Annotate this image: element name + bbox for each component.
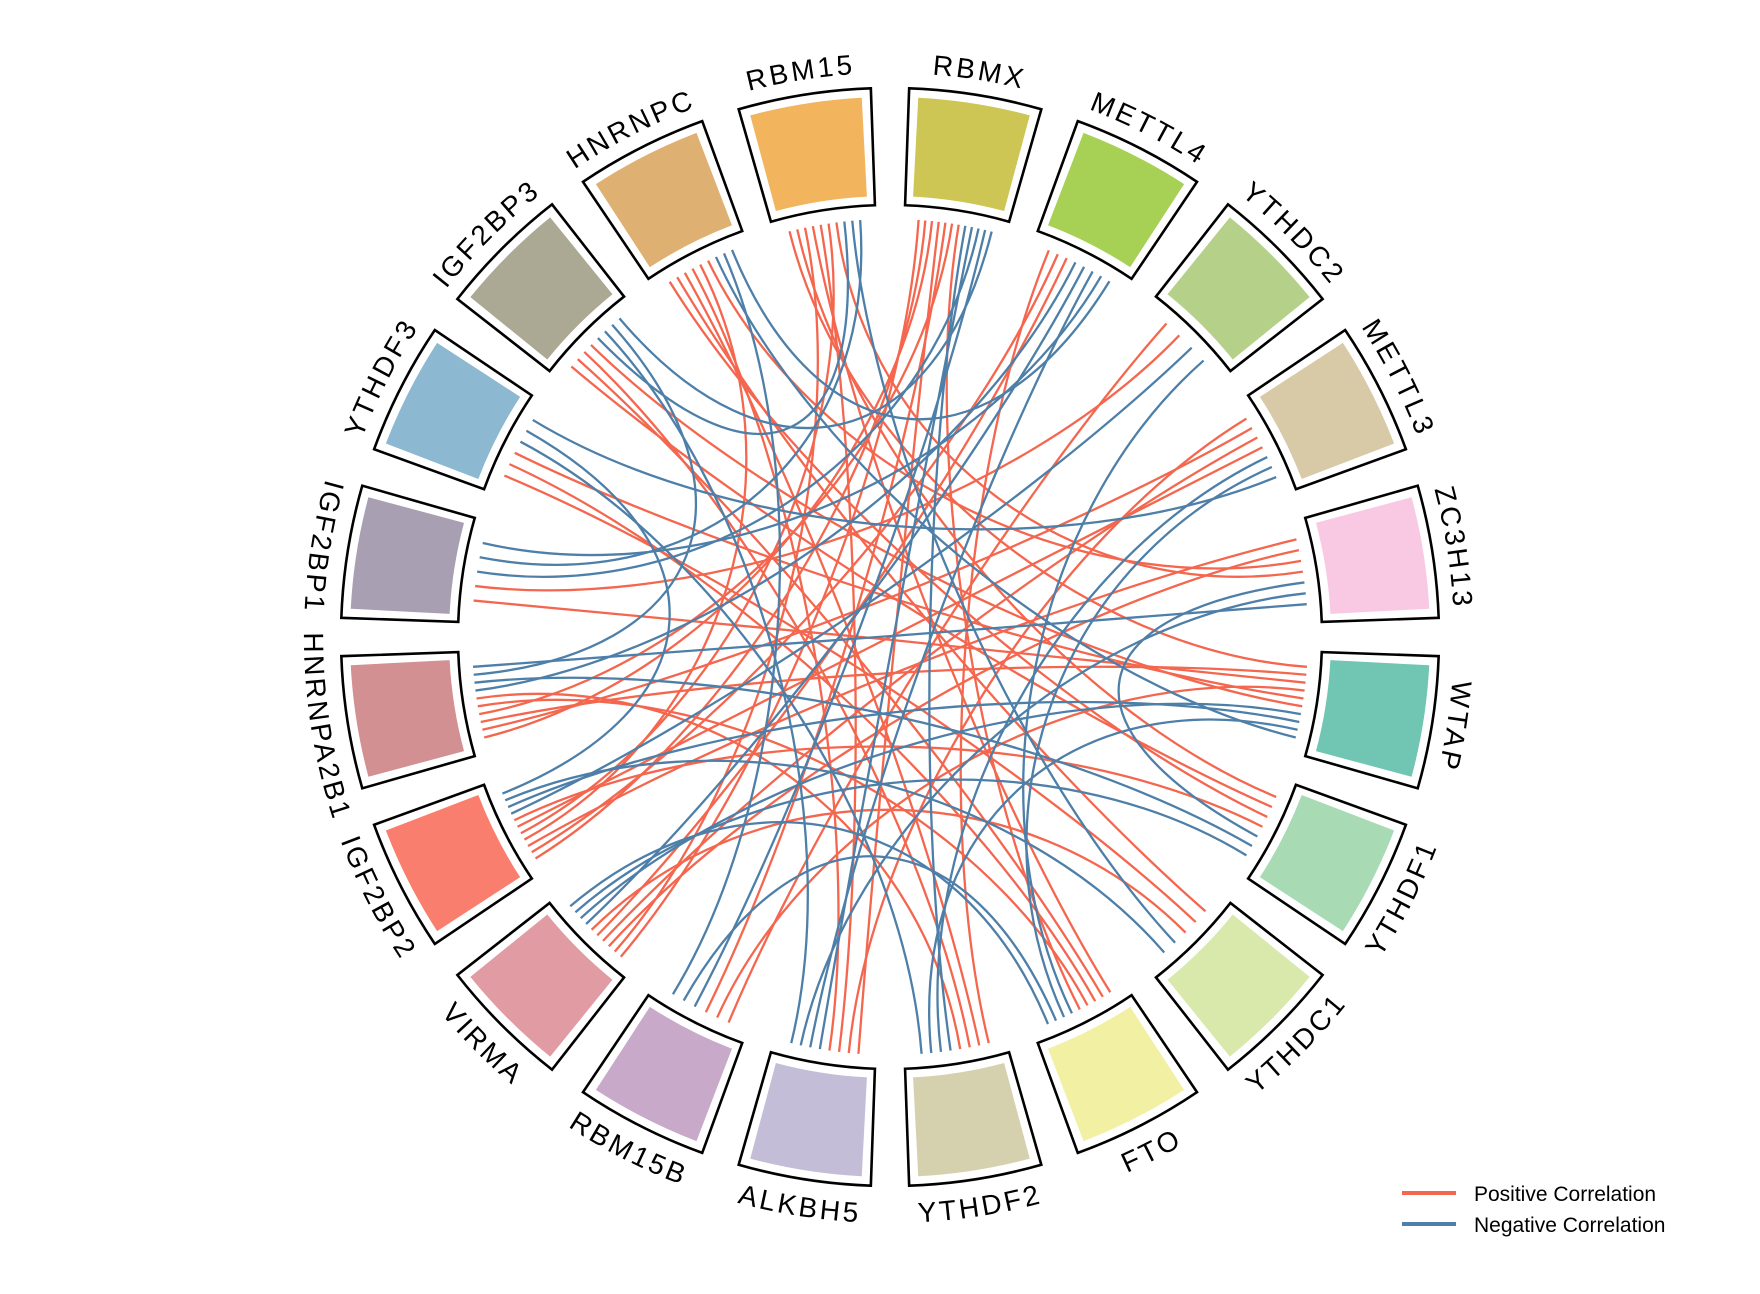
chord-link-WTAP-RBM15B-pos — [716, 685, 1305, 1019]
chord-link-FTO-RBM15B-neg — [682, 855, 1058, 1022]
gene-sector-fill-RBM15B — [595, 1006, 732, 1142]
gene-sector-fill-YTHDF1 — [1259, 795, 1395, 932]
chord-link-RBM15-FTO-pos — [811, 225, 1112, 993]
chord-link-IGF2BP2-YTHDF3-neg — [502, 429, 671, 795]
chord-link-RBM15-WTAP-pos — [788, 230, 1308, 668]
chord-link-IGF2BP2-RBM15-pos — [520, 223, 835, 835]
gene-sector-fill-METTL4 — [1048, 132, 1185, 268]
gene-sector-fill-YTHDC2 — [1167, 217, 1310, 360]
chord-link-WTAP-IGF2BP1-pos — [473, 599, 1306, 684]
legend-positive-label: Positive Correlation — [1474, 1183, 1656, 1206]
gene-sector-fill-RBM15 — [750, 97, 867, 212]
chord-link-METTL4-IGF2BP2-pos — [531, 253, 1059, 854]
chord-link-IGF2BP1-RBM15-neg — [479, 219, 863, 566]
gene-sector-fill-ZC3H13 — [1315, 497, 1430, 614]
chord-link-ZC3H13-VIRMA-pos — [607, 548, 1300, 948]
chord-link-YTHDC2-FTO-neg — [1022, 359, 1205, 1014]
chord-link-METTL3-FTO-neg — [1025, 465, 1273, 1018]
chord-link-YTHDF2-YTHDF3-neg — [519, 440, 923, 1054]
chord-link-IGF2BP3-WTAP-pos — [590, 344, 1303, 708]
chord-link-IGF2BP2-YTHDF1-pos — [513, 745, 1263, 828]
gene-label-ALKBH5: ALKBH5 — [736, 1179, 863, 1229]
chord-link-METTL4-HNRNPA2B1-neg — [475, 261, 1077, 692]
chord-link-VIRMA-FTO-neg — [569, 821, 1050, 1025]
chord-link-HNRNPC-METTL4-neg — [730, 249, 1111, 421]
chord-link-RBMX-VIRMA-pos — [619, 219, 920, 958]
chord-link-RBMX-RBM15B-neg — [693, 229, 987, 1008]
chord-link-WTAP-HNRNPA2B1-pos — [480, 665, 1307, 724]
chord-link-YTHDC2-IGF2BP2-neg — [510, 346, 1193, 815]
gene-sector-fill-YTHDC1 — [1167, 914, 1310, 1057]
chord-link-METTL3-YTHDF2-neg — [936, 456, 1268, 1053]
gene-sector-fill-YTHDF3 — [385, 342, 521, 479]
chord-link-IGF2BP3-RBMX-neg — [618, 231, 993, 430]
chord-link-METTL4-ALKBH5-neg — [809, 270, 1094, 1048]
gene-sector-fill-METTL3 — [1259, 342, 1395, 479]
chord-link-YTHDF2-IGF2BP3-pos — [583, 351, 971, 1048]
gene-sector-fill-VIRMA — [470, 914, 613, 1057]
gene-sector-fill-FTO — [1048, 1006, 1185, 1142]
chord-link-YTHDF1-HNRNPA2B1-neg — [474, 676, 1253, 847]
chord-link-VIRMA-METTL3-pos — [602, 436, 1258, 942]
chord-link-YTHDF3-METTL3-neg — [532, 418, 1277, 531]
gene-sector-fill-IGF2BP2 — [385, 795, 521, 932]
chord-link-YTHDF1-VIRMA-neg — [574, 778, 1248, 914]
gene-sector-fill-RBMX — [913, 97, 1030, 212]
gene-sector-fill-HNRNPA2B1 — [350, 660, 465, 777]
chord-link-RBM15-YTHDF1-pos — [796, 229, 1277, 799]
chord-link-WTAP-YTHDF2-neg — [928, 718, 1298, 1054]
chord-link-IGF2BP1-METTL4-neg — [482, 275, 1103, 557]
chords-layer — [472, 219, 1308, 1054]
gene-sector-fill-IGF2BP1 — [350, 497, 465, 614]
gene-sectors-layer — [339, 86, 1441, 1188]
chord-link-RBM15-VIRMA-pos — [613, 227, 819, 953]
gene-label-WTAP: WTAP — [1432, 680, 1477, 776]
chord-link-YTHDC1-IGF2BP2-neg — [504, 759, 1166, 954]
chord-link-YTHDF1-HNRNPC-pos — [668, 281, 1268, 818]
gene-sector-fill-ALKBH5 — [750, 1062, 867, 1177]
chord-link-WTAP-HNRNPC-neg — [714, 256, 1297, 739]
chord-link-METTL3-ALKBH5-pos — [847, 417, 1248, 1054]
legend: Positive Correlation Negative Correlatio… — [1402, 1183, 1665, 1237]
legend-negative-label: Negative Correlation — [1474, 1214, 1665, 1237]
gene-sector-fill-IGF2BP3 — [470, 217, 613, 360]
chord-link-VIRMA-YTHDC1-pos — [590, 808, 1187, 934]
chord-link-RBM15-YTHDC1-neg — [851, 220, 1176, 944]
chord-link-RBMX-IGF2BP1-neg — [476, 228, 980, 578]
gene-label-YTHDF2: YTHDF2 — [917, 1178, 1045, 1228]
gene-sector-fill-WTAP — [1315, 660, 1430, 777]
chord-link-YTHDC1-YTHDF3-pos — [503, 474, 1197, 923]
chord-link-HNRNPA2B1-ZC3H13-neg — [472, 603, 1307, 668]
chord-link-HNRNPC-ZC3H13-pos — [707, 260, 1302, 570]
chord-link-FTO-YTHDF3-pos — [508, 463, 1097, 1002]
chord-link-HNRNPA2B1-RBMX-pos — [478, 223, 954, 716]
gene-label-RBMX: RBMX — [932, 50, 1030, 95]
gene-sector-fill-YTHDF2 — [913, 1062, 1030, 1177]
chord-link-WTAP-VIRMA-neg — [579, 702, 1302, 920]
chord-link-RBM15B-RBMX-pos — [704, 222, 947, 1013]
chord-link-HNRNPA2B1-IGF2BP3-neg — [473, 323, 697, 676]
chord-link-RBM15-ZC3H13-pos — [835, 222, 1304, 578]
chord-link-HNRNPA2B1-FTO-pos — [477, 698, 1089, 1006]
chord-link-RBM15B-HNRNPC-neg — [671, 252, 782, 995]
chord-link-ZC3H13-YTHDF1-neg — [1117, 581, 1305, 838]
chord-link-ZC3H13-ALKBH5-neg — [799, 592, 1306, 1046]
gene-sector-fill-HNRNPC — [595, 132, 732, 268]
chord-link-ALKBH5-IGF2BP3-neg — [604, 330, 809, 1044]
